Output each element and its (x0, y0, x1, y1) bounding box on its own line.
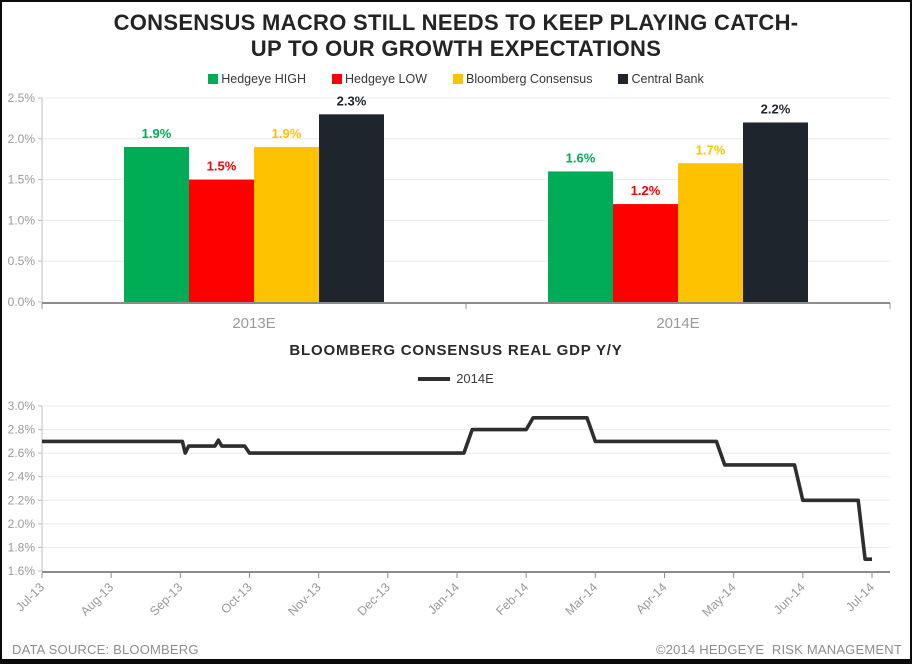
y-tick-label: 1.0% (8, 213, 36, 227)
bar-value-label: 1.9% (272, 126, 302, 141)
y-tick-label: 1.6% (8, 564, 36, 578)
y-tick-label: 2.6% (8, 446, 36, 460)
legend-label: Hedgeye HIGH (221, 72, 307, 86)
x-tick-label: Jul-14 (843, 580, 877, 614)
bar (319, 114, 384, 302)
bar (254, 146, 319, 302)
page-title: CONSENSUS MACRO STILL NEEDS TO KEEP PLAY… (2, 10, 910, 62)
y-tick-label: 2.2% (8, 493, 36, 507)
line-chart: 1.6% 1.8% 2.0% 2.2% 2.4% 2.6% 2.8% 3.0% Jul-13 Au… (8, 399, 890, 620)
bar-chart-legend: Hedgeye HIGH Hedgeye LOW Bloomberg Consens… (2, 72, 910, 86)
legend-item: Hedgeye HIGH (208, 72, 306, 86)
y-tick-label: 1.5% (8, 173, 36, 187)
y-tick-label: 3.0% (8, 399, 36, 413)
x-tick-label: Jul-13 (13, 580, 47, 614)
y-tick-label: 2.0% (8, 132, 36, 146)
bar (189, 179, 254, 302)
legend-swatch-icon (332, 74, 343, 84)
x-tick-label: Mar-14 (563, 580, 601, 618)
bar-chart: 0.0% 0.5% 1.0% 1.5% 2.0% 2.5% 1.9% 1.5% 1.9% 2.3%… (8, 91, 891, 332)
bar-value-label: 1.9% (142, 126, 172, 141)
legend-item: Central Bank (618, 72, 704, 86)
series-line (42, 415, 872, 561)
y-tick-label: 1.8% (8, 540, 36, 554)
legend-label: Central Bank (631, 72, 704, 86)
y-tick-label: 2.4% (8, 470, 36, 484)
legend-item: Bloomberg Consensus (453, 72, 592, 86)
x-tick-label: Jun-14 (771, 580, 808, 617)
category-label: 2014E (656, 315, 699, 332)
y-tick-label: 2.8% (8, 423, 36, 437)
line-chart-title: BLOOMBERG CONSENSUS REAL GDP Y/Y (289, 342, 623, 359)
x-tick-label: Nov-13 (285, 580, 323, 618)
bar-value-label: 1.2% (631, 183, 661, 198)
x-tick-label: Aug-13 (78, 580, 116, 618)
bar-value-label: 1.5% (207, 159, 237, 174)
y-tick-label: 2.5% (8, 91, 36, 105)
legend-swatch-icon (453, 74, 463, 84)
bar (548, 171, 613, 302)
x-tick-label: Sep-13 (147, 580, 185, 618)
bar-value-label: 1.6% (566, 150, 596, 165)
bar-value-label: 1.7% (696, 142, 726, 157)
y-tick-label: 0.0% (8, 295, 36, 309)
x-tick-label: May-14 (699, 580, 738, 619)
bar (678, 163, 743, 302)
legend-swatch-icon (208, 74, 219, 84)
bar (613, 204, 678, 302)
x-tick-label: Oct-13 (218, 580, 254, 616)
legend-item: Hedgeye LOW (332, 72, 427, 86)
x-tick-label: Apr-14 (633, 580, 669, 616)
y-tick-label: 0.5% (8, 254, 36, 268)
page-title-line1: CONSENSUS MACRO STILL NEEDS TO KEEP PLAY… (113, 10, 799, 35)
category-label: 2013E (232, 315, 275, 332)
x-tick-label: Feb-14 (493, 580, 531, 618)
data-source-label: DATA SOURCE: BLOOMBERG (12, 642, 199, 657)
footer: DATA SOURCE: BLOOMBERG ©2014 HEDGEYE RIS… (12, 642, 902, 657)
line-legend-label: 2014E (456, 371, 494, 386)
y-tick-label: 2.0% (8, 517, 36, 531)
bar-value-label: 2.2% (761, 101, 791, 116)
copyright-label: ©2014 HEDGEYE RISK MANAGEMENT (655, 642, 902, 657)
line-chart-legend: 2014E (2, 371, 910, 386)
legend-label: Hedgeye LOW (345, 72, 427, 86)
legend-label: Bloomberg Consensus (466, 72, 593, 86)
legend-swatch-icon (618, 74, 629, 84)
page-title-line2: UP TO OUR GROWTH EXPECTATIONS (250, 36, 662, 61)
x-tick-label: Dec-13 (355, 580, 393, 618)
line-legend-swatch-icon (418, 376, 451, 381)
bar (743, 122, 808, 302)
bar-value-label: 2.3% (337, 93, 367, 108)
bar (124, 146, 189, 302)
x-tick-label: Jan-14 (425, 580, 462, 617)
